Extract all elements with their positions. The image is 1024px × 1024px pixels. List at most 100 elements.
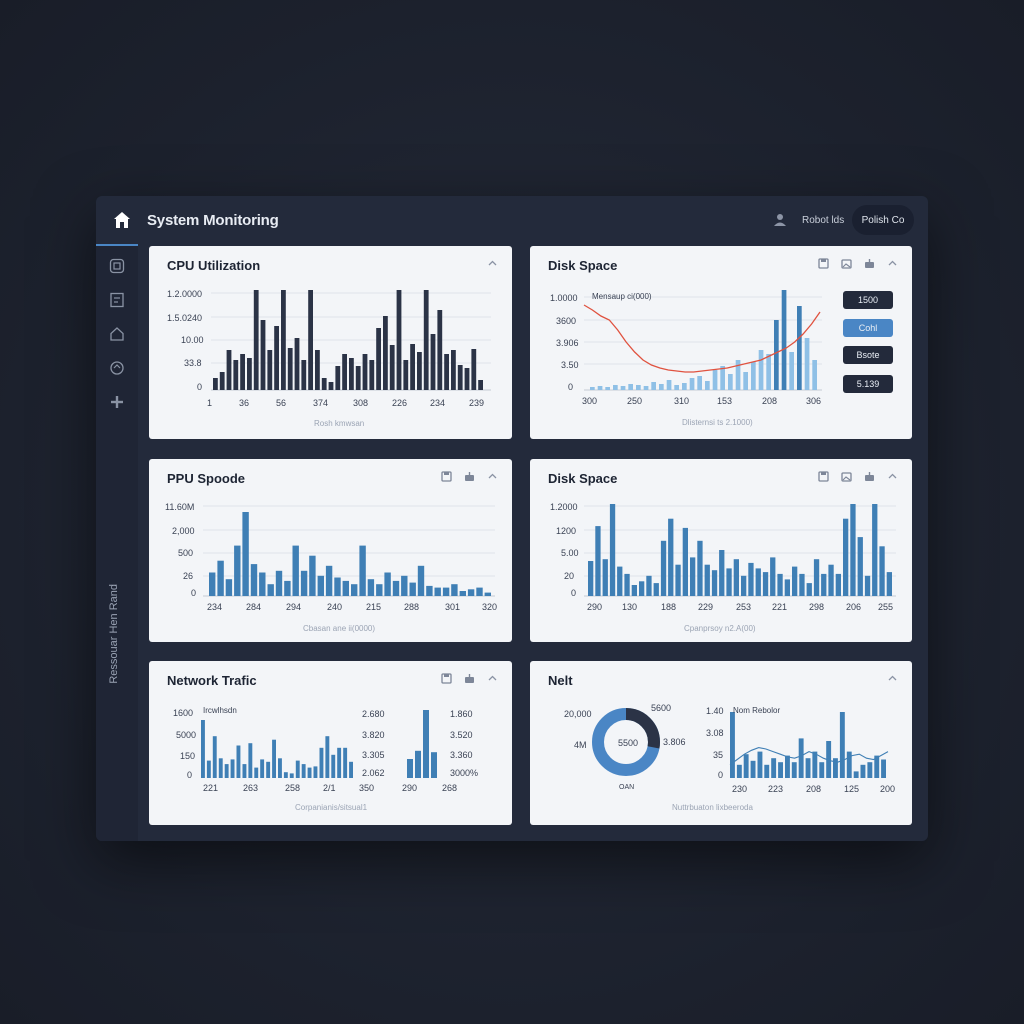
bar bbox=[401, 575, 408, 596]
bar bbox=[736, 764, 742, 778]
collapse-icon[interactable] bbox=[487, 471, 498, 482]
plus-icon[interactable] bbox=[109, 394, 125, 410]
bar bbox=[236, 745, 241, 778]
y-tick: 20 bbox=[564, 571, 574, 581]
refresh-icon[interactable] bbox=[109, 360, 125, 376]
bar bbox=[266, 761, 271, 778]
save-icon[interactable] bbox=[818, 471, 829, 482]
x-tick: 290 bbox=[402, 783, 417, 793]
bar bbox=[646, 575, 652, 596]
bar bbox=[337, 747, 342, 778]
y-tick: 3.305 bbox=[362, 750, 385, 760]
bar bbox=[720, 366, 725, 390]
export-icon[interactable] bbox=[464, 471, 475, 482]
x-tick: 125 bbox=[844, 784, 859, 794]
bar bbox=[798, 738, 804, 778]
x-tick: 1 bbox=[207, 398, 212, 408]
y-tick: 3000% bbox=[450, 768, 478, 778]
x-tick: 300 bbox=[582, 396, 597, 406]
bar bbox=[351, 584, 358, 596]
bar bbox=[384, 572, 391, 596]
bar bbox=[319, 747, 324, 778]
collapse-icon[interactable] bbox=[887, 258, 898, 269]
bar bbox=[335, 366, 341, 390]
bar bbox=[209, 572, 216, 596]
sidebar-active-indicator bbox=[96, 244, 138, 246]
bar bbox=[741, 575, 747, 596]
y-tick: 35 bbox=[713, 750, 723, 760]
bar bbox=[389, 345, 395, 390]
bar bbox=[410, 344, 415, 390]
bar bbox=[325, 736, 330, 778]
bar bbox=[417, 352, 422, 390]
bar bbox=[636, 385, 641, 390]
export-icon[interactable] bbox=[464, 673, 475, 684]
y-tick: 1.5.0240 bbox=[167, 313, 202, 323]
collapse-icon[interactable] bbox=[487, 673, 498, 684]
x-tick: 223 bbox=[768, 784, 783, 794]
y-tick: 3.906 bbox=[556, 338, 579, 348]
account-button[interactable]: Polish Co bbox=[852, 205, 914, 235]
document-icon[interactable] bbox=[109, 292, 125, 308]
x-tick: 294 bbox=[286, 602, 301, 612]
bar bbox=[697, 376, 702, 390]
legend-button[interactable]: 1500 bbox=[843, 291, 893, 309]
cpu-panel-title: CPU Utilization bbox=[167, 258, 261, 273]
y-tick: 1.2000 bbox=[550, 502, 578, 512]
export-icon[interactable] bbox=[864, 471, 875, 482]
home-outline-icon[interactable] bbox=[109, 326, 125, 342]
legend-button[interactable]: 5.139 bbox=[843, 375, 893, 393]
image-icon[interactable] bbox=[841, 258, 852, 269]
image-icon[interactable] bbox=[841, 471, 852, 482]
user-icon[interactable] bbox=[774, 213, 786, 226]
nelt-chart: 20,000 4M 5600 3.806 OAN 5500 Nom Rebolo… bbox=[564, 703, 895, 812]
legend-button[interactable]: Bsote bbox=[843, 346, 893, 364]
bar bbox=[821, 573, 827, 596]
bar bbox=[451, 350, 456, 390]
home-icon[interactable] bbox=[112, 210, 132, 230]
bar bbox=[735, 360, 741, 390]
save-icon[interactable] bbox=[441, 471, 452, 482]
x-tick: 36 bbox=[239, 398, 249, 408]
donut-label: 4M bbox=[574, 740, 587, 750]
bar bbox=[839, 712, 845, 778]
bar bbox=[864, 575, 871, 596]
y-tick: 3.520 bbox=[450, 730, 473, 740]
save-icon[interactable] bbox=[818, 258, 829, 269]
donut-label: 20,000 bbox=[564, 709, 592, 719]
bar bbox=[719, 550, 725, 596]
bar bbox=[728, 374, 733, 390]
bar bbox=[757, 751, 763, 778]
bar bbox=[771, 758, 777, 778]
x-tick: 268 bbox=[442, 783, 457, 793]
collapse-icon[interactable] bbox=[887, 471, 898, 482]
bar bbox=[784, 579, 790, 596]
dashboard-icon[interactable] bbox=[109, 258, 125, 274]
donut-label: OAN bbox=[619, 784, 634, 791]
user-label[interactable]: Robot lds bbox=[802, 215, 845, 226]
x-tick: 250 bbox=[627, 396, 642, 406]
bar bbox=[423, 710, 429, 778]
bar bbox=[294, 338, 300, 390]
bar bbox=[833, 758, 838, 778]
y-tick: 0 bbox=[197, 382, 202, 392]
chart-caption: Corpanianis/sitsual1 bbox=[295, 803, 368, 812]
x-tick: 290 bbox=[587, 602, 602, 612]
y-tick: 5000 bbox=[176, 730, 196, 740]
bar bbox=[219, 372, 225, 390]
bar bbox=[668, 518, 674, 596]
export-icon[interactable] bbox=[864, 258, 875, 269]
y-tick: 0 bbox=[571, 588, 576, 598]
legend-button[interactable]: Cohl bbox=[843, 319, 893, 337]
y-tick: 3600 bbox=[556, 316, 576, 326]
bar bbox=[260, 320, 266, 390]
collapse-icon[interactable] bbox=[487, 258, 498, 269]
collapse-icon[interactable] bbox=[887, 673, 898, 684]
bar bbox=[274, 326, 279, 390]
bar bbox=[799, 573, 805, 596]
bar bbox=[730, 712, 735, 778]
bar bbox=[653, 583, 659, 596]
save-icon[interactable] bbox=[441, 673, 452, 684]
x-tick: 208 bbox=[762, 396, 777, 406]
bar bbox=[597, 386, 603, 390]
